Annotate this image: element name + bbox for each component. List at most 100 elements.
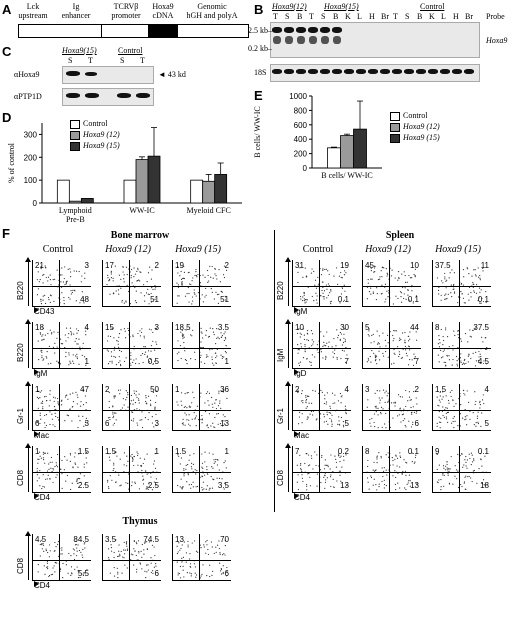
event-dot [221,478,223,480]
event-dot [340,357,342,360]
event-dot [150,292,152,295]
event-dot [211,265,213,268]
event-dot [460,404,462,406]
quadrant-line-vertical [129,534,130,580]
event-dot [342,341,345,344]
event-dot [485,363,487,365]
flow-plot: 3.5 74.5 6 [102,534,161,581]
event-dot [53,300,55,302]
event-dot [193,292,195,294]
event-dot [183,271,186,273]
event-dot [114,395,116,397]
y-axis-arrow [25,381,31,430]
panel-label-e: E [254,88,263,103]
event-dot [305,483,308,486]
event-dot [374,406,376,408]
event-dot [311,295,313,298]
event-dot [223,420,225,422]
event-dot [475,422,477,424]
event-dot [47,363,49,365]
event-dot [462,417,464,419]
event-dot [177,340,179,342]
y-tick-label: 800 [294,106,308,115]
event-dot [37,420,39,423]
event-dot [414,456,416,459]
event-dot [74,456,76,458]
event-dot [59,274,62,276]
event-dot [118,361,120,364]
event-dot [413,358,415,360]
event-dot [213,462,215,464]
quadrant-line-vertical [59,322,60,368]
event-dot [464,358,466,361]
event-dot [208,280,210,282]
event-dot [80,281,82,283]
event-dot [345,411,347,413]
event-dot [310,272,313,274]
event-dot [180,278,183,281]
event-dot [46,478,48,480]
event-dot [108,456,111,458]
event-dot [479,353,481,355]
event-dot [110,270,112,272]
event-dot [296,332,299,334]
event-dot [472,329,474,331]
event-dot [192,470,194,473]
event-dot [453,330,455,332]
event-dot [68,352,70,354]
event-dot [75,355,77,357]
event-dot [369,265,371,267]
event-dot [83,475,85,477]
event-dot [207,274,209,277]
event-dot [122,556,124,558]
event-dot [316,485,318,487]
event-dot [467,293,469,295]
event-dot [210,475,212,478]
event-dot [378,485,380,488]
event-dot [186,463,189,466]
y-axis-label: % of control [7,142,16,183]
event-dot [122,271,124,273]
event-dot [218,547,220,550]
event-dot [85,330,87,332]
event-dot [448,402,450,404]
quadrant-line-vertical [59,446,60,492]
event-dot [56,543,59,545]
event-dot [332,356,334,358]
event-dot [375,356,377,359]
event-dot [387,452,389,454]
event-dot [130,419,133,421]
event-dot [177,286,180,289]
event-dot [382,332,384,334]
event-dot [438,335,440,337]
event-dot [407,364,410,366]
event-dot [121,572,123,574]
event-dot [39,412,41,414]
quadrant-value: 11 [480,261,489,270]
event-dot [379,359,381,361]
event-dot [467,361,469,363]
event-dot [56,337,58,339]
quadrant-value: 30 [340,323,349,332]
event-dot [220,354,222,356]
event-dot [401,473,403,475]
event-dot [51,573,54,576]
event-dot [465,465,467,467]
event-dot [323,413,325,415]
quadrant-value: 3 [154,419,159,428]
event-dot [376,458,378,460]
event-dot [191,335,193,337]
event-dot [441,410,444,412]
event-dot [457,453,459,456]
hoxa9-band [332,27,342,33]
event-dot [122,398,124,400]
event-dot [312,341,315,343]
event-dot [70,332,73,334]
event-dot [331,421,333,423]
event-dot [126,549,129,551]
event-dot [372,469,374,471]
event-dot [146,453,148,455]
event-dot [343,299,345,301]
event-dot [441,398,443,400]
event-dot [200,346,202,349]
